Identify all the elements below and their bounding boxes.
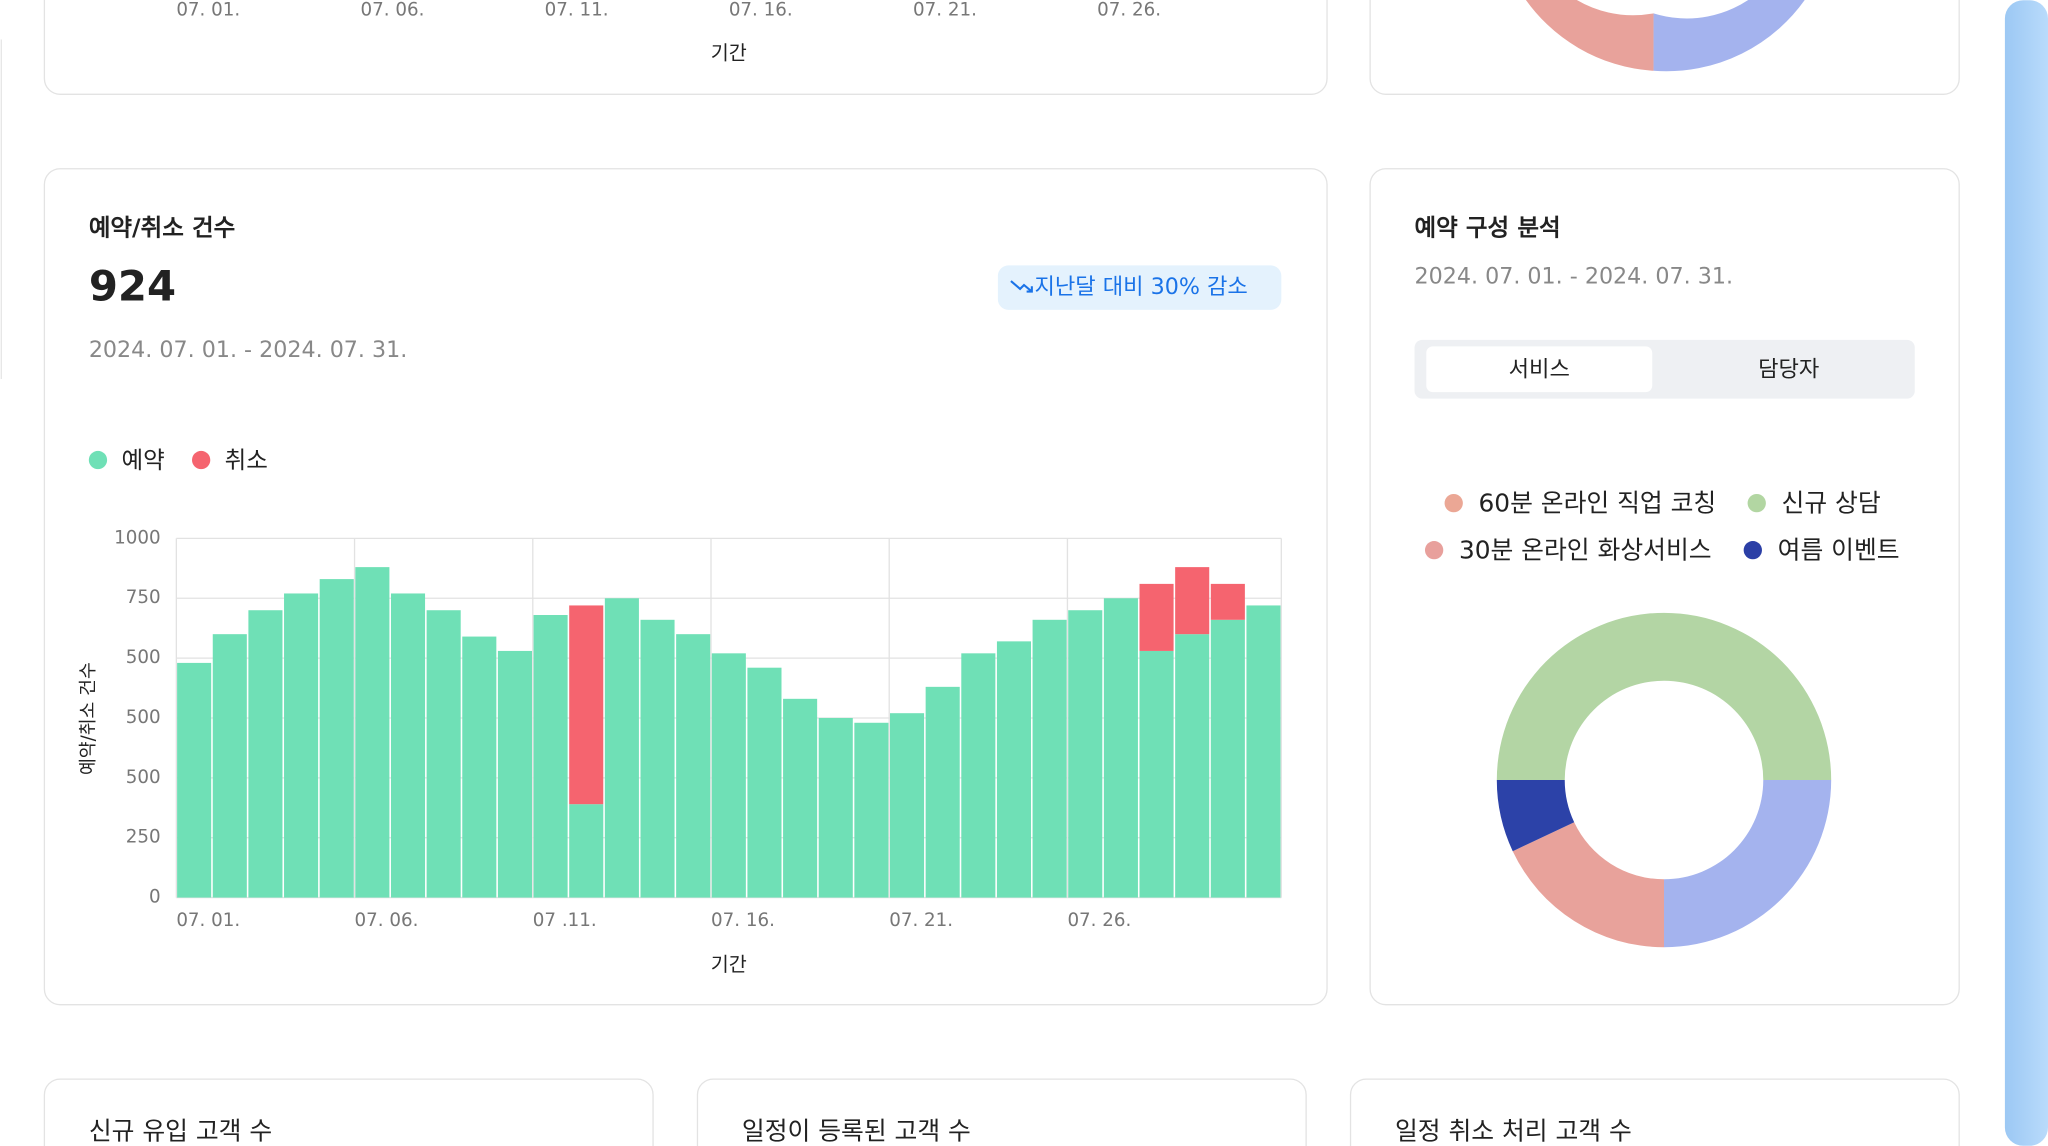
bar: [1175, 634, 1210, 898]
bar: [604, 598, 639, 898]
bar: [747, 667, 782, 898]
card-title: 일정 취소 처리 고객 수: [1395, 1117, 1632, 1146]
bar: [569, 804, 604, 898]
bar: [1103, 598, 1138, 898]
bar: [1139, 583, 1174, 651]
legend-dot: [88, 450, 108, 470]
legend-label: 취소: [225, 446, 268, 474]
x-tick-label: 07. 21.: [889, 910, 953, 931]
bar: [426, 610, 461, 898]
legend-label: 여름 이벤트: [1778, 535, 1900, 564]
side-panel: [2004, 0, 2048, 1146]
bar: [1210, 583, 1245, 620]
y-tick-label: 750: [126, 587, 161, 608]
donut-segment: [1664, 780, 1832, 948]
y-axis-title: 예약/취소 건수: [78, 662, 99, 775]
bar: [1246, 605, 1281, 898]
bar: [497, 650, 532, 898]
y-tick-label: 500: [126, 707, 161, 728]
bar: [996, 641, 1032, 898]
donut-segment: [1496, 780, 1575, 852]
bar: [390, 593, 426, 898]
bar: [818, 717, 853, 898]
bar: [284, 593, 319, 898]
donut-fragment: [1653, 0, 1805, 72]
x-tick-label: 07. 01.: [176, 910, 240, 931]
x-tick-label: 07. 06.: [355, 910, 419, 931]
card: [1349, 1078, 1960, 1146]
bar: [1175, 567, 1210, 635]
card-title: 예약 구성 분석: [1415, 213, 1561, 241]
x-tick-label: 07. 16.: [729, 0, 793, 21]
legend-dot: [1743, 541, 1762, 560]
bar: [177, 662, 212, 898]
legend-label: 30분 온라인 화상서비스: [1459, 535, 1712, 564]
y-tick-label: 1000: [114, 527, 161, 548]
x-axis-title: 기간: [711, 41, 747, 64]
bar: [212, 634, 247, 898]
donut-segment: [1496, 612, 1832, 781]
card-title: 일정이 등록된 고객 수: [742, 1117, 971, 1146]
card: [43, 1078, 654, 1146]
tab-label[interactable]: 서비스: [1509, 356, 1570, 382]
x-tick-label: 07. 01.: [176, 0, 240, 21]
y-tick-label: 0: [149, 887, 161, 908]
bar: [961, 653, 996, 898]
bar: [1032, 619, 1067, 898]
legend-label: 신규 상담: [1782, 488, 1881, 517]
bar: [462, 636, 497, 898]
bar: [355, 567, 390, 898]
bar: [1068, 610, 1103, 898]
bar: [890, 713, 925, 898]
donut-segment: [1512, 822, 1664, 948]
card-title: 신규 유입 고객 수: [89, 1117, 272, 1146]
x-tick-label: 07. 26.: [1097, 0, 1161, 21]
bar: [711, 653, 746, 898]
y-tick-label: 500: [126, 767, 161, 788]
bar: [640, 619, 675, 898]
card: [696, 1078, 1307, 1146]
bar: [925, 686, 960, 898]
badge-text: 지난달 대비 30% 감소: [1034, 274, 1247, 300]
y-tick-label: 250: [126, 827, 161, 848]
date-range: 2024. 07. 01. - 2024. 07. 31.: [1415, 264, 1734, 290]
legend-dot: [1424, 541, 1444, 560]
x-axis-title: 기간: [711, 953, 747, 976]
total-value: 924: [89, 261, 176, 310]
bar: [854, 722, 889, 898]
x-tick-label: 07. 16.: [711, 910, 775, 931]
badge: [997, 265, 1282, 310]
bar: [676, 634, 711, 898]
legend-dot: [192, 450, 211, 470]
card: [43, 0, 1328, 95]
trend-icon: [1010, 280, 1033, 293]
tab-label[interactable]: 담당자: [1758, 356, 1819, 382]
bar: [1210, 619, 1245, 898]
donut-fragment: [1525, 0, 1654, 71]
legend-dot: [1444, 493, 1463, 513]
x-tick-label: 07 .11.: [533, 910, 597, 931]
card-title: 예약/취소 건수: [89, 213, 235, 241]
x-tick-label: 07. 26.: [1067, 910, 1131, 931]
x-tick-label: 07. 21.: [913, 0, 977, 21]
bar: [248, 610, 283, 898]
date-range: 2024. 07. 01. - 2024. 07. 31.: [89, 337, 408, 363]
legend-dot: [1747, 493, 1766, 513]
bar: [569, 605, 604, 805]
bar: [533, 615, 568, 898]
x-tick-label: 07. 06.: [360, 0, 424, 21]
bar: [783, 698, 818, 898]
bar: [1139, 650, 1174, 898]
legend-label: 60분 온라인 직업 코칭: [1479, 488, 1717, 517]
bar: [319, 579, 354, 898]
tab-active[interactable]: [1426, 346, 1653, 393]
x-tick-label: 07. 11.: [545, 0, 609, 21]
y-tick-label: 500: [126, 647, 161, 668]
legend-label: 예약: [121, 446, 164, 474]
